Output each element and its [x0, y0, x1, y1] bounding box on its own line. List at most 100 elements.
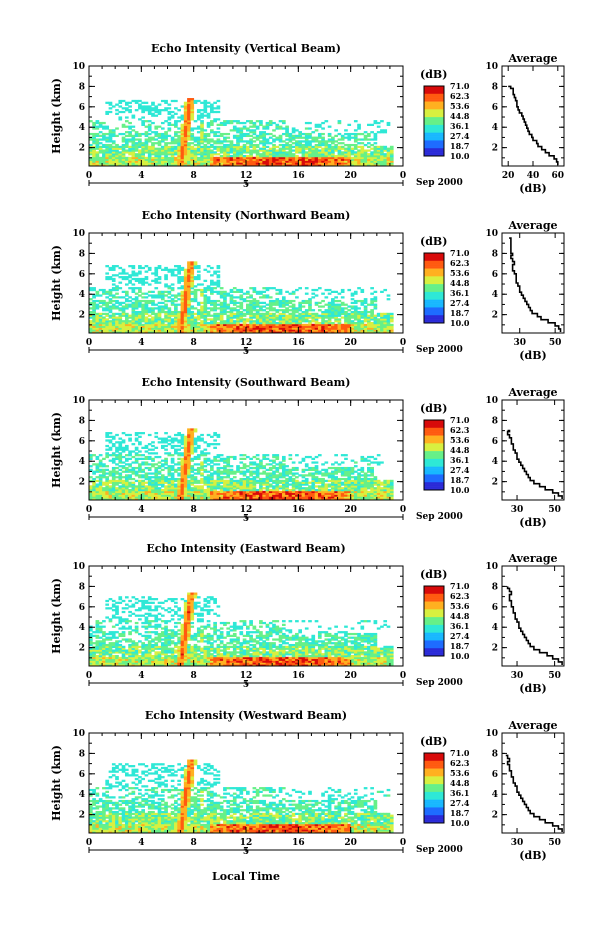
heatmap-cell	[180, 314, 185, 317]
heatmap-cell	[206, 299, 211, 303]
heatmap-cell	[370, 298, 374, 301]
heatmap-cell	[200, 127, 204, 130]
heatmap-cell	[187, 277, 191, 281]
heatmap-cell	[210, 331, 214, 334]
heatmap-cell	[121, 162, 126, 165]
heatmap-cell	[203, 107, 208, 110]
heatmap-cell	[187, 492, 191, 495]
heatmap-cell	[242, 327, 247, 330]
heatmap-cell	[131, 138, 136, 141]
heatmap-cell	[183, 143, 188, 147]
average-y-tick-label: 2	[492, 144, 498, 154]
heatmap-cell	[265, 151, 270, 154]
heatmap-cell	[252, 327, 257, 330]
heatmap-cell	[272, 299, 276, 303]
heatmap-cell	[363, 143, 368, 147]
heatmap-cell	[337, 164, 342, 167]
colorbar-step	[424, 291, 444, 295]
heatmap-cell	[363, 331, 368, 334]
heatmap-cell	[308, 143, 312, 147]
heatmap-cell	[147, 147, 152, 150]
heatmap-cell	[321, 160, 325, 163]
heatmap-cell	[324, 158, 329, 161]
heatmap-cell	[164, 331, 168, 334]
heatmap-cell	[144, 303, 149, 306]
heatmap-cell	[167, 164, 172, 167]
heatmap-cell	[268, 164, 273, 167]
heatmap-cell	[223, 164, 227, 167]
heatmap-cell	[170, 461, 175, 464]
heatmap-cell	[213, 162, 217, 165]
heatmap-cell	[223, 143, 227, 147]
heatmap-cell	[154, 110, 159, 114]
heatmap-cell	[190, 105, 195, 108]
heatmap-cell	[121, 492, 126, 495]
heatmap-cell	[200, 323, 204, 327]
heatmap-cell	[298, 287, 302, 290]
panel-title: Echo Intensity (Northward Beam)	[142, 209, 351, 222]
heatmap-cell	[275, 145, 280, 149]
heatmap-cell	[213, 325, 217, 328]
heatmap-cell	[363, 314, 368, 317]
heatmap-cell	[164, 290, 168, 293]
heatmap-cell	[190, 292, 195, 295]
heatmap-cell	[216, 329, 221, 332]
heatmap-cell	[144, 331, 149, 334]
heatmap-cell	[389, 164, 394, 167]
heatmap-cell	[295, 134, 299, 138]
heatmap-cell	[239, 129, 244, 132]
heatmap-cell	[285, 158, 289, 161]
heatmap-cell	[111, 477, 116, 481]
heatmap-cell	[187, 450, 191, 453]
heatmap-cell	[118, 281, 123, 284]
heatmap-cell	[288, 316, 293, 319]
heatmap-cell	[128, 274, 132, 277]
heatmap-cell	[334, 147, 338, 150]
heatmap-cell	[121, 309, 126, 312]
heatmap-cell	[357, 160, 361, 163]
heatmap-cell	[124, 149, 129, 152]
heatmap-cell	[249, 301, 253, 305]
heatmap-cell	[295, 151, 299, 154]
heatmap-cell	[317, 331, 322, 334]
heatmap-cell	[203, 101, 208, 104]
heatmap-cell	[344, 320, 348, 323]
heatmap-cell	[187, 303, 191, 306]
heatmap-cell	[115, 320, 119, 323]
heatmap-cell	[98, 329, 103, 332]
heatmap-cell	[98, 327, 103, 330]
heatmap-cell	[128, 316, 132, 319]
heatmap-cell	[141, 266, 145, 270]
heatmap-cell	[105, 331, 110, 334]
heatmap-cell	[321, 316, 325, 319]
heatmap-cell	[327, 305, 332, 308]
heatmap-cell	[219, 477, 224, 481]
heatmap-cell	[134, 272, 139, 275]
heatmap-cell	[363, 298, 368, 301]
panel-title: Echo Intensity (Vertical Beam)	[151, 42, 341, 55]
average-x-tick-label: 20	[502, 171, 515, 181]
heatmap-cell	[383, 129, 388, 132]
heatmap-cell	[183, 329, 188, 332]
heatmap-cell	[206, 138, 211, 141]
heatmap-cell	[138, 496, 142, 499]
heatmap-cell	[226, 307, 231, 310]
heatmap-cell	[304, 151, 309, 154]
heatmap-cell	[360, 156, 365, 160]
heatmap-cell	[190, 290, 195, 293]
heatmap-cell	[210, 465, 214, 468]
heatmap-cell	[242, 331, 247, 334]
heatmap-cell	[115, 450, 119, 453]
heatmap-cell	[213, 281, 217, 284]
heatmap-cell	[92, 147, 96, 150]
heatmap-cell	[183, 299, 188, 303]
heatmap-cell	[131, 496, 136, 499]
heatmap-cell	[89, 310, 93, 314]
heatmap-cell	[187, 131, 191, 134]
heatmap-cell	[327, 147, 332, 150]
heatmap-cell	[226, 487, 231, 490]
heatmap-cell	[147, 268, 152, 271]
heatmap-cell	[347, 149, 352, 152]
heatmap-cell	[134, 279, 139, 282]
heatmap-cell	[141, 299, 145, 303]
